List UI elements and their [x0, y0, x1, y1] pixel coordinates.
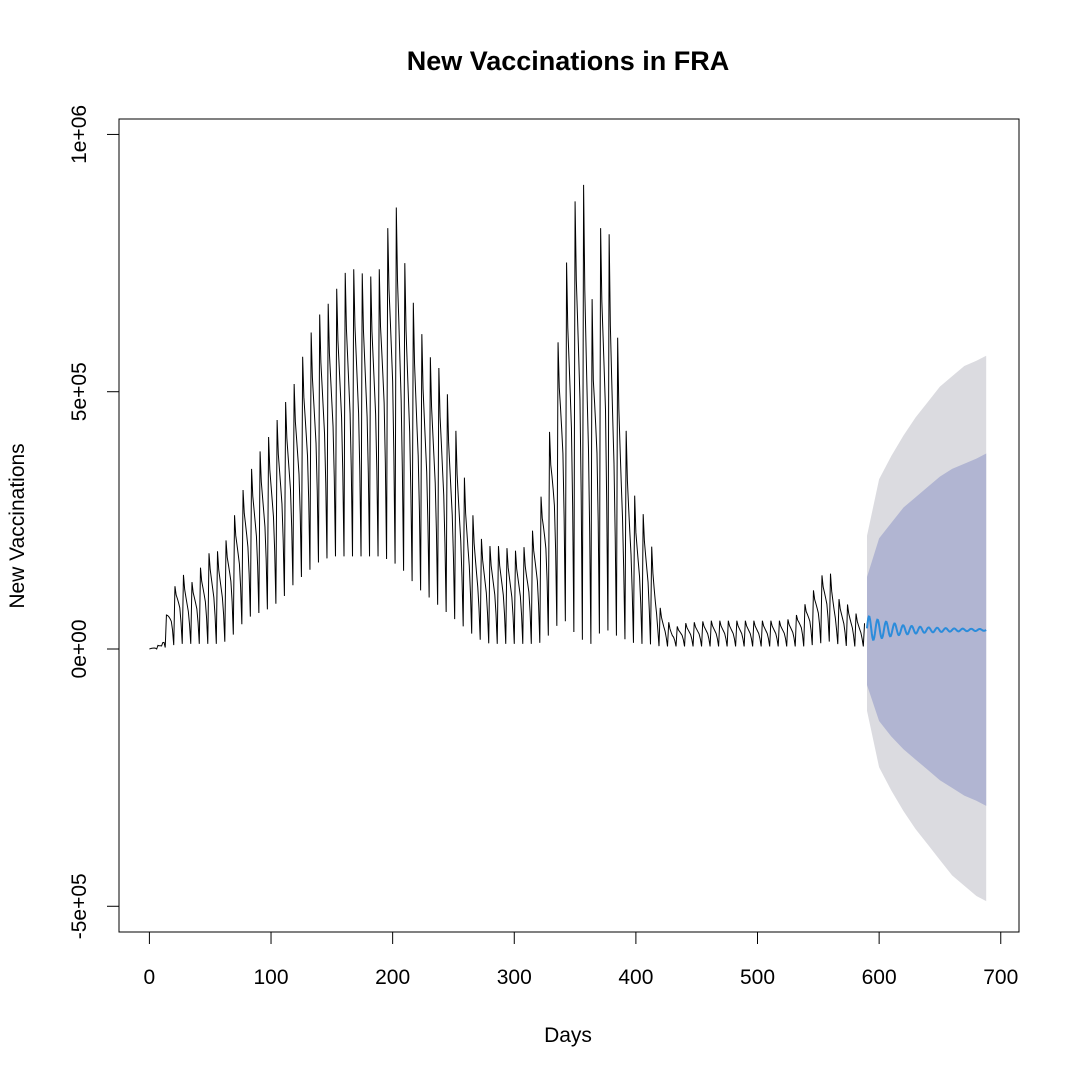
x-tick-label: 600	[862, 966, 897, 989]
x-tick-label: 700	[983, 966, 1018, 989]
y-axis: -5e+05 0e+00 5e+05 1e+06	[68, 105, 120, 939]
y-tick-label: 1e+06	[68, 105, 91, 164]
y-tick-label: 0e+00	[68, 620, 91, 679]
y-axis-label: New Vaccinations	[6, 443, 29, 608]
y-tick-label: -5e+05	[68, 873, 91, 939]
chart-title: New Vaccinations in FRA	[407, 46, 730, 76]
x-axis: 0 100 200 300 400 500 600 700	[144, 931, 1018, 989]
forecast-line	[865, 615, 987, 641]
x-tick-label: 500	[740, 966, 775, 989]
x-tick-label: 100	[254, 966, 289, 989]
x-axis-label: Days	[544, 1024, 592, 1047]
observed-line	[149, 184, 866, 650]
x-tick-label: 0	[144, 966, 156, 989]
forecast-series	[865, 615, 987, 641]
plot-frame	[118, 118, 1020, 933]
x-tick-label: 400	[618, 966, 653, 989]
y-tick-label: 5e+05	[68, 362, 91, 421]
observed-series	[149, 184, 866, 650]
x-tick-label: 300	[497, 966, 532, 989]
x-tick-label: 200	[375, 966, 410, 989]
